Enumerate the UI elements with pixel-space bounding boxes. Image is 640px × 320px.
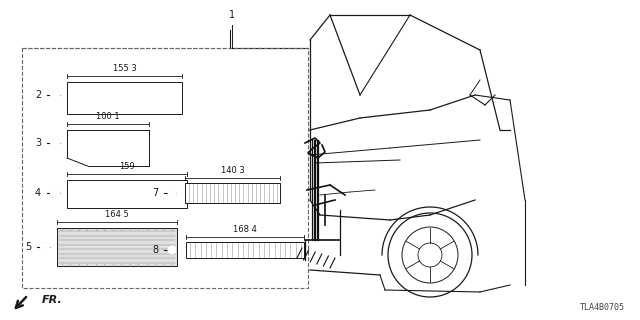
Bar <box>22 48 308 288</box>
Bar <box>186 242 304 258</box>
Circle shape <box>51 188 60 197</box>
Text: 168 4: 168 4 <box>233 225 257 234</box>
Text: TLA4B0705: TLA4B0705 <box>580 303 625 312</box>
Text: 164 5: 164 5 <box>105 210 129 219</box>
Circle shape <box>51 91 60 100</box>
Bar <box>185 183 280 203</box>
Circle shape <box>51 139 60 148</box>
Text: 8: 8 <box>152 245 158 255</box>
Circle shape <box>168 189 176 197</box>
Circle shape <box>168 246 176 254</box>
Text: FR.: FR. <box>42 295 63 305</box>
Bar <box>67 82 182 114</box>
Text: 140 3: 140 3 <box>221 166 244 175</box>
Text: 2: 2 <box>35 90 41 100</box>
Text: 3: 3 <box>35 138 41 148</box>
Text: 155 3: 155 3 <box>113 64 136 73</box>
Text: 4: 4 <box>35 188 41 198</box>
Text: 5: 5 <box>25 242 31 252</box>
Text: 159: 159 <box>119 162 135 171</box>
Text: 100 1: 100 1 <box>96 112 120 121</box>
Bar <box>67 180 187 208</box>
Text: 1: 1 <box>229 10 235 20</box>
Circle shape <box>40 243 49 252</box>
Text: 7: 7 <box>152 188 158 198</box>
Bar <box>57 228 177 266</box>
